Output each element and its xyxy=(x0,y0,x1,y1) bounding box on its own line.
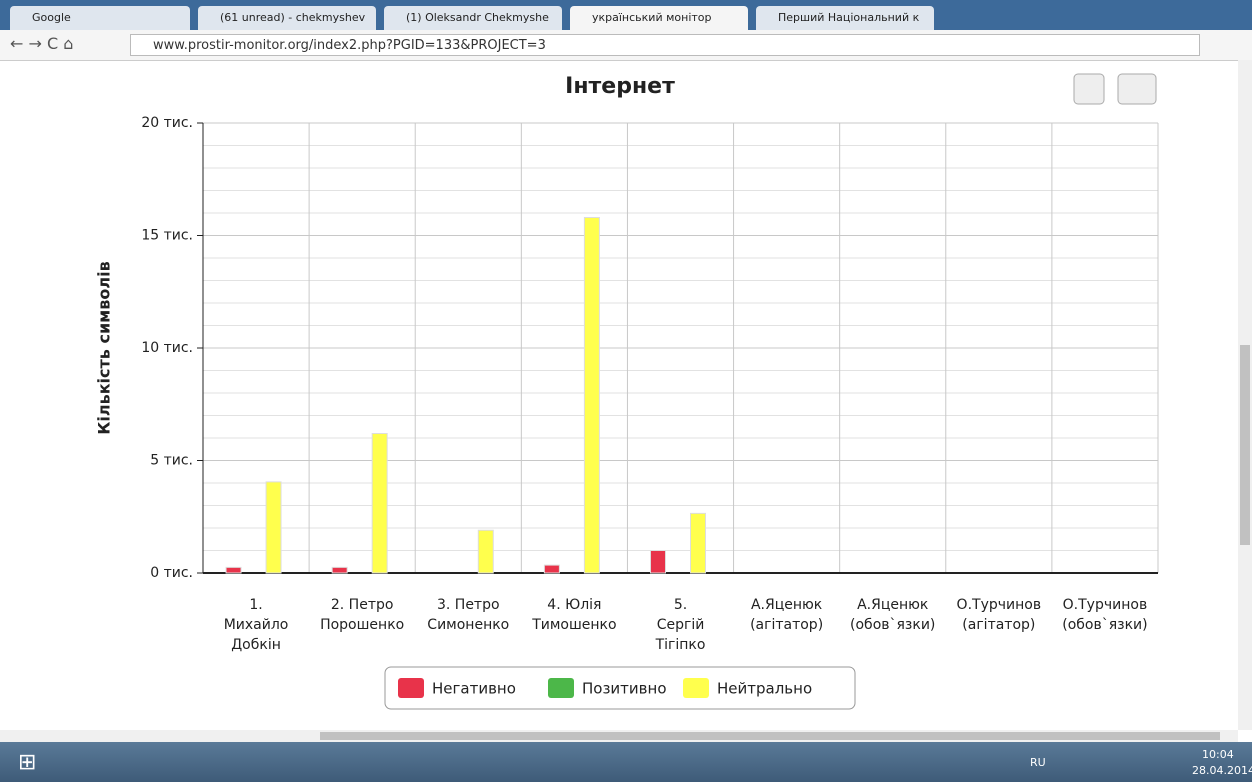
bar xyxy=(331,566,348,574)
language[interactable]: RU xyxy=(1030,756,1046,769)
legend-swatch xyxy=(548,678,574,698)
bar xyxy=(225,566,242,574)
download-button[interactable] xyxy=(1117,73,1157,105)
url-field[interactable]: www.prostir-monitor.org/index2.php?PGID=… xyxy=(130,34,1200,56)
taskbar: ⊞ RU 10:04 28.04.2014 xyxy=(0,742,1252,782)
tab[interactable]: (61 unread) - chekmyshev xyxy=(198,6,376,30)
legend-swatch xyxy=(398,678,424,698)
bar xyxy=(650,550,666,574)
x-tick-label: О.Турчинов (агітатор) xyxy=(957,597,1042,633)
x-tick-label: 3. Петро Симоненко xyxy=(427,597,509,633)
legend-label: Негативно xyxy=(432,680,516,698)
y-tick-label: 10 тис. xyxy=(141,340,193,356)
scroll-thumb[interactable] xyxy=(1240,345,1250,545)
x-tick-label-line: О.Турчинов xyxy=(957,597,1042,613)
y-axis-label: Кількість символів xyxy=(95,261,114,434)
bar xyxy=(543,564,560,574)
scroll-thumb[interactable] xyxy=(320,732,1220,740)
legend-swatch xyxy=(683,678,709,698)
bar xyxy=(265,481,282,574)
x-tick-label-line: (обов`язки) xyxy=(1062,617,1147,633)
bar xyxy=(477,529,494,574)
x-tick-label-line: Порошенко xyxy=(320,617,404,633)
y-tick-label: 5 тис. xyxy=(150,453,193,469)
x-tick-label-line: 1. xyxy=(249,597,262,613)
x-tick-label-line: 2. Петро xyxy=(331,597,394,613)
x-tick-label: 5. Сергій Тігіпко xyxy=(655,597,706,653)
x-tick-label: О.Турчинов (обов`язки) xyxy=(1062,597,1147,633)
legend-label: Позитивно xyxy=(582,680,667,698)
x-tick-label-line: Сергій xyxy=(657,617,705,633)
x-tick-label-line: А.Яценюк xyxy=(751,597,822,613)
clock-date: 28.04.2014 xyxy=(1192,764,1252,777)
x-tick-label-line: (агітатор) xyxy=(750,617,823,633)
x-tick-label-line: О.Турчинов xyxy=(1063,597,1148,613)
x-tick-label: 1. Михайло Добкін xyxy=(224,597,289,653)
tab[interactable]: український монітор xyxy=(570,6,748,30)
horizontal-scrollbar[interactable] xyxy=(0,730,1238,742)
y-tick-label: 0 тис. xyxy=(150,565,193,581)
start-button[interactable]: ⊞ xyxy=(18,750,37,775)
clock-time: 10:04 xyxy=(1202,748,1234,761)
x-tick-label-line: 3. Петро xyxy=(437,597,500,613)
chart-title: Інтернет xyxy=(565,74,675,99)
tab[interactable]: Перший Національний к xyxy=(756,6,934,30)
x-tick-label: 4. Юлія Тимошенко xyxy=(531,597,616,633)
bar xyxy=(690,512,706,574)
tab[interactable]: (1) Oleksandr Chekmyshe xyxy=(384,6,562,30)
bar xyxy=(371,433,388,574)
x-tick-label-line: А.Яценюк xyxy=(857,597,928,613)
x-tick-label-line: 4. Юлія xyxy=(547,597,601,613)
x-tick-label: А.Яценюк (агітатор) xyxy=(750,597,823,633)
print-button[interactable] xyxy=(1073,73,1105,105)
y-tick-label: 15 тис. xyxy=(141,228,193,244)
tab-bar: Google (61 unread) - chekmyshev (1) Olek… xyxy=(0,0,1252,30)
x-tick-label-line: Тігіпко xyxy=(655,637,706,653)
x-tick-label-line: (обов`язки) xyxy=(850,617,935,633)
x-tick-label-line: (агітатор) xyxy=(962,617,1035,633)
x-tick-label-line: Добкін xyxy=(231,637,281,653)
x-tick-label-line: Михайло xyxy=(224,617,289,633)
address-bar: ← → C ⌂ www.prostir-monitor.org/index2.p… xyxy=(0,30,1252,61)
x-tick-label: А.Яценюк (обов`язки) xyxy=(850,597,935,633)
nav-buttons[interactable]: ← → C ⌂ xyxy=(10,34,74,53)
x-tick-label-line: 5. xyxy=(674,597,687,613)
x-tick-label-line: Тимошенко xyxy=(531,617,616,633)
chart: Інтернет Кількість символів 0 тис. 5 тис.… xyxy=(95,73,1159,710)
vertical-scrollbar[interactable] xyxy=(1238,60,1252,730)
legend xyxy=(384,666,856,710)
x-tick-label: 2. Петро Порошенко xyxy=(320,597,404,633)
legend-label: Нейтрально xyxy=(717,680,812,698)
bar xyxy=(583,217,600,574)
x-tick-label-line: Симоненко xyxy=(427,617,509,633)
tab[interactable]: Google xyxy=(10,6,190,30)
y-tick-label: 20 тис. xyxy=(141,115,193,131)
